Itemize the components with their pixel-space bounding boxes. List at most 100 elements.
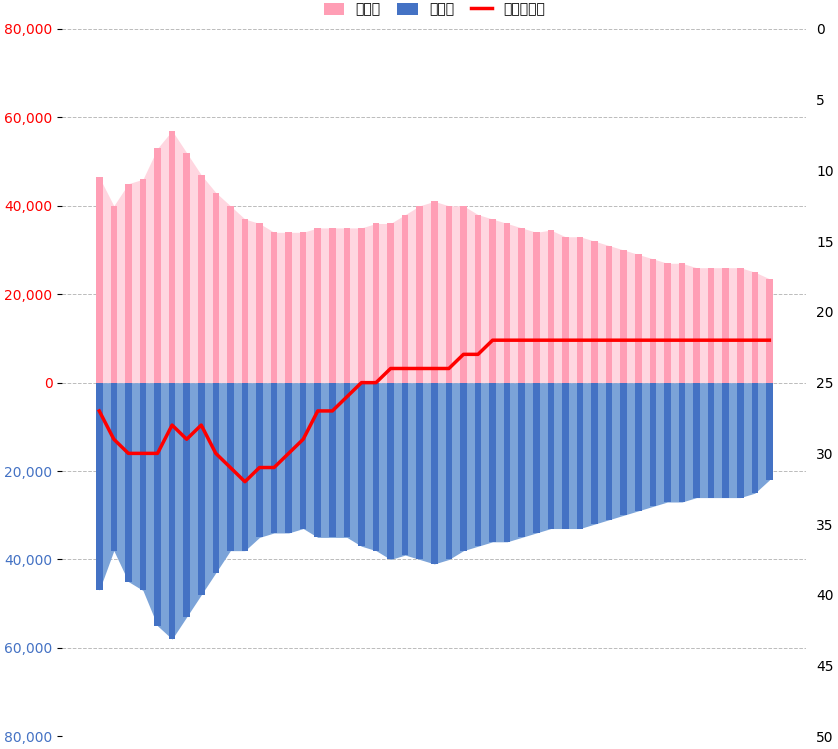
Bar <box>562 383 569 529</box>
Bar <box>256 223 263 383</box>
Bar <box>533 383 540 533</box>
Bar <box>373 383 380 551</box>
Bar <box>446 383 453 560</box>
Bar <box>504 223 510 383</box>
ランキング <box>561 336 571 345</box>
Bar <box>168 130 175 383</box>
ランキング <box>575 336 585 345</box>
Bar <box>533 232 540 383</box>
Bar <box>154 383 161 626</box>
ランキング <box>473 350 483 359</box>
Legend: 女の子, 男の子, ランキング: 女の子, 男の子, ランキング <box>318 0 551 22</box>
ランキング <box>589 336 599 345</box>
ランキング <box>444 364 454 373</box>
ランキング <box>385 364 396 373</box>
ランキング <box>531 336 541 345</box>
Bar <box>271 383 277 533</box>
Bar <box>286 232 292 383</box>
Bar <box>431 383 437 564</box>
Bar <box>722 383 729 497</box>
ランキング <box>269 463 279 472</box>
ランキング <box>517 336 527 345</box>
Bar <box>168 383 175 639</box>
ランキング <box>94 407 104 416</box>
ランキング <box>706 336 716 345</box>
Bar <box>649 383 656 506</box>
Bar <box>547 383 554 529</box>
ランキング <box>634 336 644 345</box>
Bar <box>679 383 685 502</box>
Bar <box>504 383 510 542</box>
Bar <box>241 383 248 551</box>
Bar <box>737 383 743 497</box>
Bar <box>271 232 277 383</box>
ランキング <box>313 407 323 416</box>
Bar <box>140 383 147 590</box>
Bar <box>358 383 365 546</box>
Bar <box>722 267 729 383</box>
Bar <box>213 192 219 383</box>
Bar <box>213 383 219 573</box>
Bar <box>154 148 161 383</box>
ランキング <box>109 434 119 443</box>
Bar <box>708 267 714 383</box>
Bar <box>592 241 597 383</box>
Bar <box>416 206 423 383</box>
ランキング <box>371 378 381 387</box>
Bar <box>241 219 248 383</box>
ランキング <box>196 421 206 430</box>
ランキング <box>488 336 498 345</box>
ランキング <box>356 378 366 387</box>
ランキング <box>153 449 163 458</box>
Bar <box>679 263 685 383</box>
Bar <box>358 228 365 383</box>
ランキング <box>546 336 556 345</box>
Bar <box>693 383 700 497</box>
Bar <box>344 383 350 537</box>
Bar <box>314 383 321 537</box>
ランキング <box>240 477 250 486</box>
ランキング <box>691 336 701 345</box>
Bar <box>562 237 569 383</box>
Bar <box>373 223 380 383</box>
ランキング <box>415 364 425 373</box>
Bar <box>606 246 613 383</box>
Bar <box>402 383 408 555</box>
Bar <box>693 267 700 383</box>
ランキング <box>401 364 411 373</box>
ランキング <box>618 336 628 345</box>
Bar <box>665 263 670 383</box>
Bar <box>475 383 481 546</box>
Bar <box>96 383 102 590</box>
Bar <box>489 383 496 542</box>
Bar <box>547 230 554 383</box>
ランキング <box>283 449 293 458</box>
Bar <box>198 175 204 383</box>
Bar <box>387 383 394 560</box>
Bar <box>256 383 263 537</box>
Bar <box>300 383 307 529</box>
ランキング <box>735 336 745 345</box>
Bar <box>140 179 147 383</box>
Bar <box>649 259 656 383</box>
Bar <box>620 383 627 515</box>
Bar <box>184 383 190 617</box>
Bar <box>125 184 132 383</box>
Bar <box>344 228 350 383</box>
Bar <box>752 272 758 383</box>
Bar <box>737 267 743 383</box>
Bar <box>198 383 204 595</box>
ランキング <box>255 463 265 472</box>
Bar <box>577 237 583 383</box>
Bar <box>766 383 773 480</box>
Bar <box>431 201 437 383</box>
ランキング <box>750 336 760 345</box>
Bar <box>460 383 467 551</box>
ランキング <box>502 336 512 345</box>
Bar <box>606 383 613 520</box>
Bar <box>227 383 234 551</box>
Bar <box>577 383 583 529</box>
Bar <box>416 383 423 560</box>
Bar <box>489 219 496 383</box>
Bar <box>620 250 627 383</box>
